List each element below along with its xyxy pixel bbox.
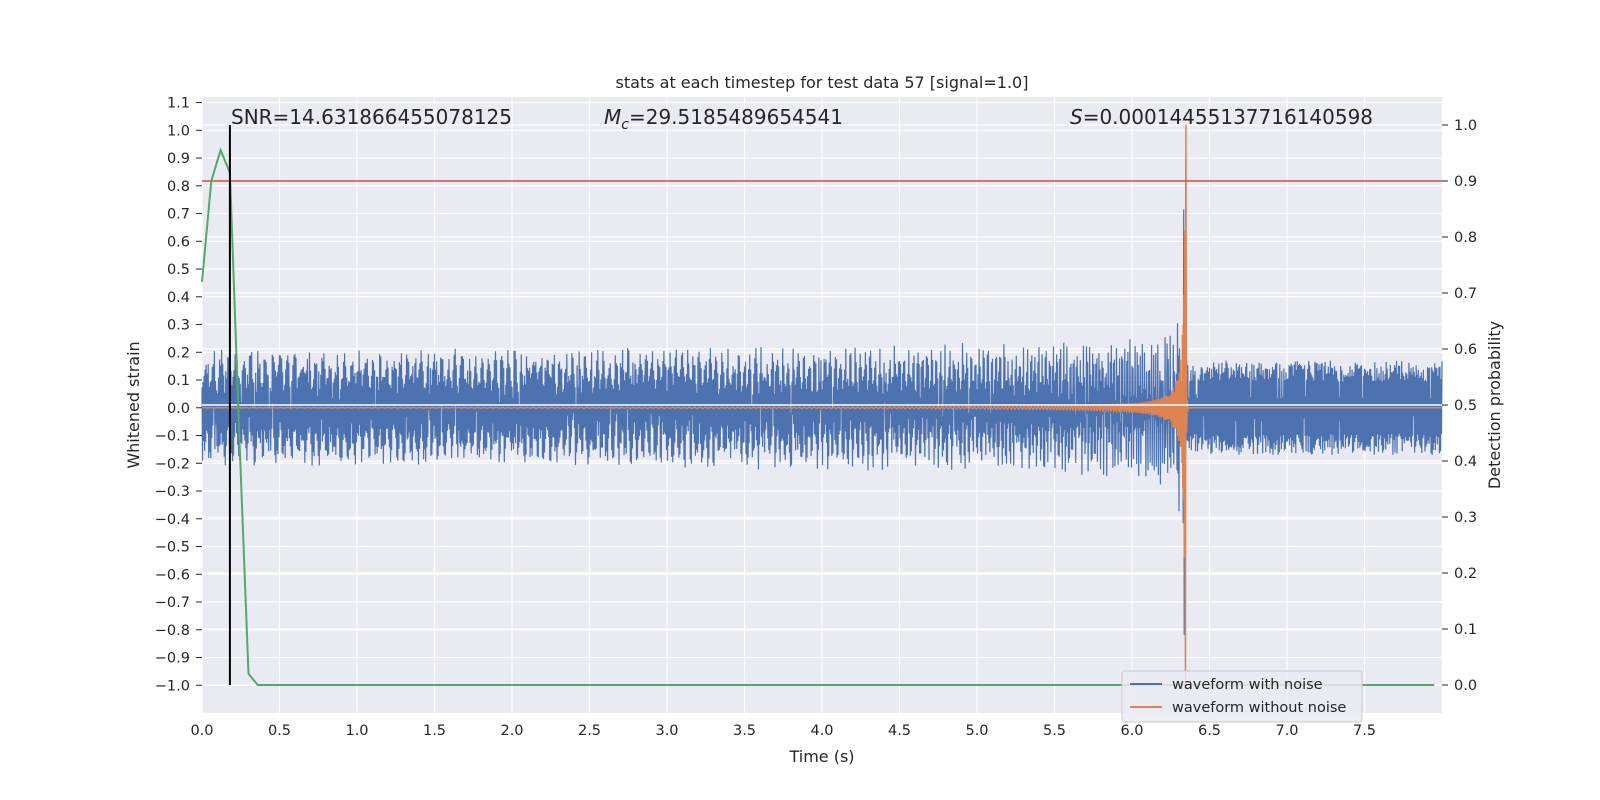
x-tick-label: 1.0 xyxy=(345,723,368,739)
s-value: =0.00014455137716140598 xyxy=(1083,105,1373,129)
y-tick-label: −0.2 xyxy=(155,456,190,472)
y-tick-label: −1.0 xyxy=(155,678,190,694)
y-right-tick-label: 0.0 xyxy=(1454,678,1477,694)
x-tick-label: 1.5 xyxy=(423,723,446,739)
y-tick-label: 0.6 xyxy=(167,234,190,250)
y-right-tick-label: 0.4 xyxy=(1454,454,1477,470)
x-tick-label: 0.5 xyxy=(268,723,291,739)
y-right-tick-label: 0.5 xyxy=(1454,398,1477,414)
series-waveform-without-noise xyxy=(201,124,1442,691)
y-tick-label: 0.4 xyxy=(167,290,190,306)
x-tick-label: 4.5 xyxy=(888,723,911,739)
y-tick-label: −0.9 xyxy=(155,651,190,667)
y-tick-label: −0.5 xyxy=(155,540,190,556)
y-tick-label: −0.3 xyxy=(155,484,190,500)
legend-label-noise: waveform with noise xyxy=(1172,677,1323,693)
y-tick-label: −0.1 xyxy=(155,429,190,445)
y-tick-label: 1.1 xyxy=(167,96,190,112)
y-tick-label: −0.6 xyxy=(155,567,190,583)
chart-title: stats at each timestep for test data 57 … xyxy=(616,73,1029,92)
x-tick-label: 3.0 xyxy=(655,723,678,739)
y-tick-label: 1.0 xyxy=(167,123,190,139)
y-tick-label: 0.0 xyxy=(167,401,190,417)
y-tick-label: 0.2 xyxy=(167,345,190,361)
y-right-tick-label: 0.9 xyxy=(1454,174,1477,190)
legend-box xyxy=(1121,670,1363,723)
y-tick-label: 0.5 xyxy=(167,262,190,278)
x-tick-label: 5.0 xyxy=(965,723,988,739)
y-tick-label: 0.9 xyxy=(167,151,190,167)
y-tick-label: 0.3 xyxy=(167,318,190,334)
y-tick-label: −0.8 xyxy=(155,623,190,639)
chirp-mass-value: =29.5185489654541 xyxy=(629,105,843,129)
y-axis-right-label: Detection probability xyxy=(1485,321,1504,489)
legend: waveform with noise waveform without noi… xyxy=(1121,670,1363,723)
series-waveform-with-noise xyxy=(201,159,1443,636)
axes-layer: 0.0 0.5 1.0 1.5 2.0 2.5 3.0 3.5 4.0 4.5 5.0 5.5 6.0 6… xyxy=(155,96,1477,739)
s-symbol: S xyxy=(1070,105,1083,129)
legend-label-clean: waveform without noise xyxy=(1172,700,1346,716)
x-tick-label: 4.0 xyxy=(810,723,833,739)
x-axis-label: Time (s) xyxy=(788,747,854,766)
y-right-tick-label: 0.1 xyxy=(1454,622,1477,638)
y-tick-label: 0.8 xyxy=(167,179,190,195)
snr-annotation: SNR=14.631866455078125 xyxy=(231,105,512,129)
y-axis-label: Whitened strain xyxy=(124,341,143,468)
x-tick-label: 7.0 xyxy=(1275,723,1298,739)
x-tick-label: 6.5 xyxy=(1198,723,1221,739)
chirp-mass-symbol: M xyxy=(604,105,621,129)
series-layer xyxy=(201,124,1443,691)
y-tick-label: 0.7 xyxy=(167,207,190,223)
x-tick-label: 0.0 xyxy=(190,723,213,739)
x-tick-label: 5.5 xyxy=(1043,723,1066,739)
y-tick-label: −0.7 xyxy=(155,595,190,611)
chirp-mass-annotation: Mc=29.5185489654541 xyxy=(604,105,843,133)
x-tick-label: 7.5 xyxy=(1353,723,1376,739)
series-detection-probability xyxy=(201,147,1435,686)
y-right-tick-label: 0.6 xyxy=(1454,342,1477,358)
x-tick-label: 2.5 xyxy=(578,723,601,739)
y-right-tick-label: 1.0 xyxy=(1454,118,1477,134)
y-right-tick-label: 0.8 xyxy=(1454,230,1477,246)
y-right-tick-label: 0.3 xyxy=(1454,510,1477,526)
y-tick-label: 0.1 xyxy=(167,373,190,389)
s-annotation: S=0.00014455137716140598 xyxy=(1070,105,1373,129)
x-tick-label: 3.5 xyxy=(733,723,756,739)
y-right-tick-label: 0.7 xyxy=(1454,286,1477,302)
chirp-mass-subscript: c xyxy=(621,117,629,133)
y-right-tick-label: 0.2 xyxy=(1454,566,1477,582)
x-tick-label: 2.0 xyxy=(500,723,523,739)
y-tick-label: −0.4 xyxy=(155,512,190,528)
x-tick-label: 6.0 xyxy=(1120,723,1143,739)
